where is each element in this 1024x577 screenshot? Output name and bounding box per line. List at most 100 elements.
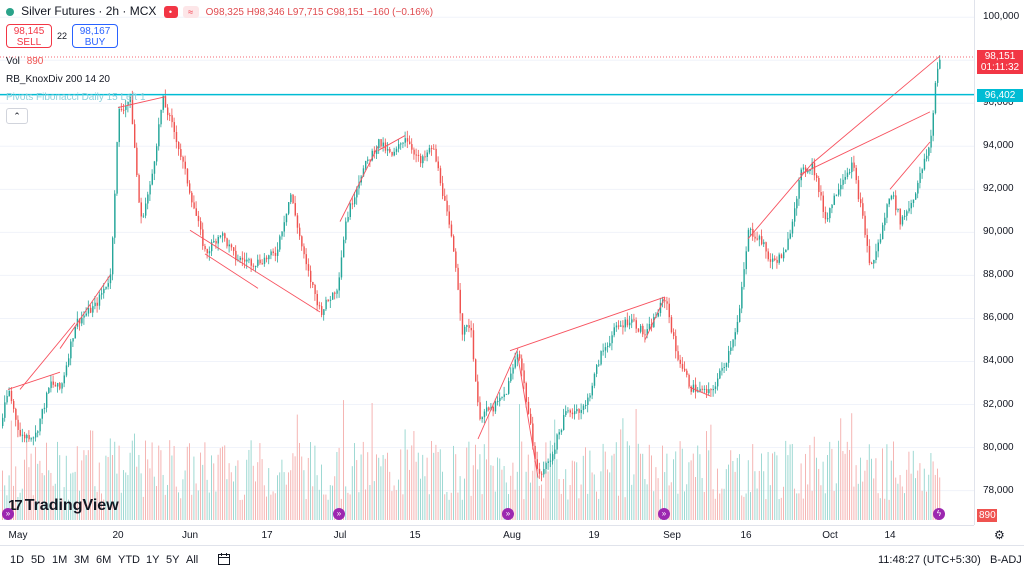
volume-bar [455, 454, 457, 520]
candle-body [510, 373, 512, 382]
volume-bar [2, 470, 3, 520]
candle-body [796, 198, 798, 209]
compare-icon[interactable]: ≈ [182, 6, 199, 19]
period-button-1y[interactable]: 1Y [146, 554, 160, 566]
event-icon[interactable]: » [333, 508, 345, 520]
time-axis[interactable]: May 20 Jun 17 Jul 15 Aug 19 Sep 16 Oct 14 [0, 525, 974, 546]
candle-body [94, 302, 96, 307]
volume-indicator[interactable]: Vol 890 [6, 56, 43, 67]
knoxdiv-indicator[interactable]: RB_KnoxDiv 200 14 20 [6, 74, 110, 85]
event-icon[interactable]: » [502, 508, 514, 520]
volume-bar [400, 449, 402, 520]
volume-bar [406, 449, 408, 520]
buy-button[interactable]: 98,167 BUY [72, 24, 118, 48]
candle-body [202, 229, 204, 247]
candle-body [479, 402, 481, 420]
candle-body [846, 172, 849, 177]
volume-bar [178, 492, 179, 520]
sell-button[interactable]: 98,145 SELL [6, 24, 52, 48]
candle-body [118, 108, 120, 143]
candle-body [499, 397, 501, 402]
volume-bar [81, 460, 83, 520]
volume-bar [928, 474, 930, 520]
volume-bar [743, 496, 745, 520]
candle-body [802, 167, 805, 170]
calendar-icon[interactable] [217, 552, 231, 566]
volume-bar [211, 455, 212, 520]
candle-body [580, 409, 582, 413]
volume-bar [919, 463, 921, 520]
candle-body [285, 213, 288, 223]
candle-body [204, 246, 206, 250]
candle-body [835, 194, 838, 196]
settings-gear-icon[interactable]: ⚙ [994, 528, 1005, 542]
clock-readout[interactable]: 11:48:27 (UTC+5:30) [878, 554, 981, 566]
candle-body [692, 384, 695, 392]
tradingview-logo: 17 TradingView [8, 497, 119, 515]
candle-body [761, 236, 763, 245]
candle-body [783, 252, 785, 259]
volume-bar [182, 479, 184, 520]
period-button-all[interactable]: All [186, 554, 199, 566]
candle-body [809, 169, 811, 172]
volume-bar [257, 462, 259, 520]
candle-body [917, 182, 919, 194]
volume-bar [800, 463, 802, 520]
volume-bar [294, 456, 296, 520]
candle-body [640, 325, 642, 332]
candle-body [420, 155, 422, 164]
collapse-legend-button[interactable]: ⌃ [6, 108, 28, 124]
time-tick-label: Aug [503, 530, 521, 541]
pivots-indicator[interactable]: Pivots Fibonacci Daily 15 Left 1 [6, 92, 146, 103]
volume-bar [811, 490, 813, 520]
volume-bar [796, 493, 798, 520]
period-button-5d[interactable]: 5D [31, 554, 46, 566]
candle-body [54, 384, 57, 387]
volume-bar [83, 450, 85, 520]
volume-bar [644, 478, 646, 520]
volume-bar [631, 484, 633, 520]
volume-bar [747, 460, 749, 520]
volume-bar [59, 455, 61, 520]
price-tick-label: 78,000 [983, 484, 1014, 496]
volume-bar [61, 498, 63, 520]
volume-bar [855, 465, 857, 520]
volume-bar [593, 474, 595, 520]
event-icon[interactable]: » [658, 508, 670, 520]
symbol-title[interactable]: Silver Futures · 2h · MCX [21, 4, 157, 18]
period-button-1m[interactable]: 1M [52, 554, 68, 566]
period-button-6m[interactable]: 6M [96, 554, 112, 566]
candle-body [532, 423, 534, 446]
volume-bar [28, 467, 30, 520]
period-button-3m[interactable]: 3M [74, 554, 90, 566]
candle-body [816, 175, 818, 178]
volume-bar [842, 451, 844, 520]
volume-bar [8, 475, 10, 520]
candle-body [457, 267, 459, 290]
volume-bar [26, 440, 28, 520]
candle-body [70, 341, 72, 359]
flag-icon[interactable]: • [163, 6, 178, 19]
chart-area[interactable] [0, 0, 974, 525]
candle-body [13, 401, 15, 409]
volume-bar [596, 491, 597, 520]
price-axis[interactable]: 100,00098,00096,00094,00092,00090,00088,… [974, 0, 1024, 525]
candle-body [63, 375, 65, 384]
period-button-5y[interactable]: 5Y [166, 554, 180, 566]
candle-body [466, 325, 468, 327]
candle-body [314, 284, 316, 294]
adjustment-toggle[interactable]: B-ADJ [990, 554, 1022, 566]
price-chart[interactable] [0, 0, 974, 525]
volume-bar [415, 461, 417, 520]
volume-bar [39, 460, 41, 520]
volume-bar [765, 499, 767, 520]
period-button-1d[interactable]: 1D [10, 554, 25, 566]
event-icon[interactable]: » [2, 508, 14, 520]
candle-body [589, 395, 591, 398]
period-button-ytd[interactable]: YTD [118, 554, 140, 566]
candle-body [180, 149, 182, 157]
volume-bar [87, 450, 89, 520]
time-tick-label: 17 [261, 530, 273, 541]
lightning-event-icon[interactable]: ϟ [933, 508, 945, 520]
volume-bar [347, 492, 349, 520]
